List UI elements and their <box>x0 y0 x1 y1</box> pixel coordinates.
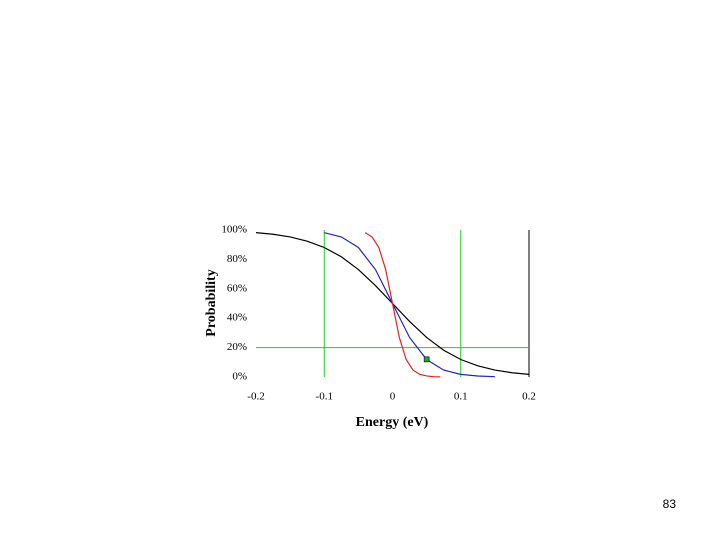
y-tick-label: 60% <box>227 282 247 294</box>
y-tick-label: 40% <box>227 312 247 324</box>
curve <box>364 232 441 378</box>
y-tick-label: 100% <box>221 224 247 236</box>
y-tick-label: 80% <box>227 253 247 265</box>
x-tick-label: -0.1 <box>316 391 333 403</box>
marker <box>423 356 430 363</box>
curve <box>324 232 495 378</box>
y-tick-label: 20% <box>227 341 247 353</box>
y-tick-label: 0% <box>232 371 247 383</box>
x-tick-label: 0.1 <box>454 391 468 403</box>
x-tick-label: -0.2 <box>247 391 264 403</box>
x-tick-label: 0 <box>390 391 396 403</box>
x-tick-label: 0.2 <box>522 391 536 403</box>
x-axis-title: Energy (eV) <box>356 415 429 430</box>
page-number: 83 <box>663 497 677 511</box>
y-axis-title: Probability <box>204 269 219 336</box>
